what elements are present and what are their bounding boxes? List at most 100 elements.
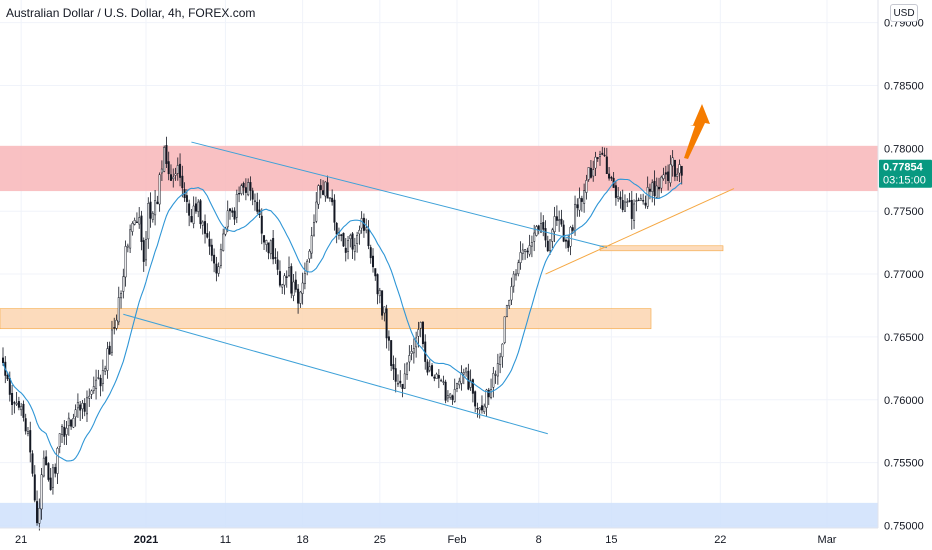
candle-body <box>535 226 538 236</box>
candle-body <box>6 374 9 380</box>
candle-body <box>260 215 263 234</box>
candle-body <box>31 453 34 474</box>
chart-title: Australian Dollar / U.S. Dollar, 4h, FOR… <box>6 6 256 20</box>
candle-body <box>530 242 533 247</box>
candle-body <box>551 229 554 242</box>
candle-body <box>623 201 626 212</box>
candle-body <box>555 216 558 221</box>
candle-body <box>312 222 315 236</box>
candle-body <box>444 381 447 401</box>
candle-body <box>333 199 336 223</box>
candle-body <box>680 165 683 176</box>
candle-body <box>385 308 388 339</box>
candle-body <box>156 201 159 205</box>
countdown-value: 03:15:00 <box>883 175 926 187</box>
candle-body <box>190 216 193 223</box>
candle-body <box>580 198 583 202</box>
candle-body <box>546 240 549 252</box>
candle-body <box>99 377 102 387</box>
candle-body <box>61 426 64 435</box>
candle-body <box>267 242 270 254</box>
candle-body <box>494 374 497 376</box>
candle-body <box>521 249 524 254</box>
candle-body <box>288 267 291 276</box>
candle-body <box>213 254 216 264</box>
candle-body <box>206 233 209 238</box>
candle-body <box>419 322 422 329</box>
candle-body <box>372 255 375 268</box>
candle-body <box>574 203 577 232</box>
resistance-zone <box>0 145 878 192</box>
candle-body <box>396 383 399 385</box>
candle-body <box>76 402 79 409</box>
candle-body <box>104 368 107 372</box>
candle-body <box>621 200 624 210</box>
candle-body <box>328 197 331 199</box>
candle-body <box>29 430 32 453</box>
candle-body <box>431 365 434 377</box>
candle-body <box>451 395 454 400</box>
candle-body <box>120 293 123 299</box>
candle-body <box>140 215 143 242</box>
candle-body <box>247 182 250 196</box>
candle-body <box>485 389 488 408</box>
candle-body <box>562 224 565 242</box>
candle-body <box>201 221 204 226</box>
candle-body <box>381 290 384 316</box>
candle-body <box>154 200 157 216</box>
candle-body <box>269 240 272 255</box>
candles <box>2 136 683 531</box>
short-support-zone <box>599 245 724 252</box>
candle-body <box>74 409 77 418</box>
candle-body <box>113 327 116 329</box>
candle-body <box>626 201 629 203</box>
y-tick-label: 0.76500 <box>884 332 924 344</box>
candle-body <box>54 467 57 474</box>
candle-body <box>65 427 68 435</box>
candle-body <box>474 391 477 407</box>
candle-body <box>553 216 556 232</box>
candle-body <box>135 221 138 223</box>
candle-body <box>38 508 41 524</box>
candle-body <box>272 238 275 260</box>
x-tick-label: 2021 <box>134 534 158 546</box>
candle-body <box>235 193 238 218</box>
candle-body <box>503 316 506 343</box>
candle-body <box>462 372 465 375</box>
candle-body <box>367 229 370 247</box>
candle-body <box>460 372 463 384</box>
candle-body <box>628 200 631 202</box>
candle-body <box>673 159 676 177</box>
candle-body <box>476 407 479 410</box>
candle-body <box>335 223 338 235</box>
candle-body <box>158 174 161 205</box>
candle-body <box>47 463 50 480</box>
candle-body <box>394 368 397 382</box>
candle-body <box>108 345 111 355</box>
y-tick-label: 0.78500 <box>884 80 924 92</box>
candle-body <box>410 351 413 354</box>
candle-body <box>539 223 542 233</box>
price-zones <box>0 145 878 528</box>
candle-body <box>95 379 98 389</box>
candle-body <box>630 199 633 219</box>
current-price-value: 0.77854 <box>883 162 924 174</box>
channel-lower-trendline <box>123 313 548 435</box>
candle-body <box>26 431 29 434</box>
candle-body <box>592 169 595 177</box>
x-tick-label: Feb <box>448 534 467 546</box>
candle-body <box>172 176 175 180</box>
candle-body <box>412 348 415 354</box>
candle-body <box>465 368 468 373</box>
candle-body <box>24 418 27 432</box>
currency-button[interactable]: USD <box>890 4 918 22</box>
candle-body <box>351 233 354 250</box>
candle-body <box>508 300 511 307</box>
candle-body <box>13 402 16 404</box>
candle-body <box>281 284 284 288</box>
x-tick-label: Mar <box>818 534 837 546</box>
candle-body <box>594 156 597 169</box>
candle-body <box>101 370 104 385</box>
candle-body <box>585 180 588 193</box>
